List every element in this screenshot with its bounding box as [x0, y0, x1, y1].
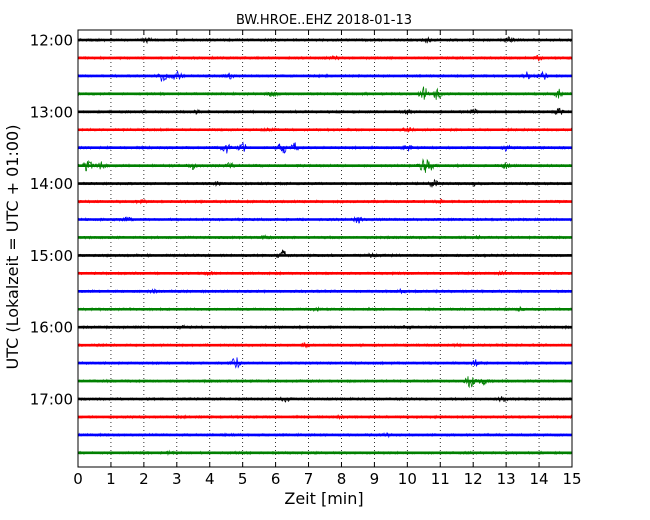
chart-title: BW.HROE..EHZ 2018-01-13 — [236, 13, 412, 28]
trace-signal — [77, 70, 573, 82]
trace-signal — [77, 35, 573, 45]
x-tick-label: 7 — [304, 470, 314, 488]
x-tick-label: 15 — [562, 470, 581, 488]
plot-frame — [77, 29, 573, 468]
trace-signal — [77, 216, 573, 224]
trace-signal — [77, 126, 573, 133]
trace-signal — [77, 158, 573, 173]
x-tick-label: 6 — [271, 470, 281, 488]
trace-signal — [77, 432, 572, 439]
trace-signal — [77, 107, 573, 116]
trace-signal — [77, 413, 573, 420]
trace-signal — [77, 141, 572, 154]
trace-signal — [77, 249, 572, 259]
trace-signal — [77, 287, 572, 295]
x-tick-label: 9 — [370, 470, 380, 488]
trace-signal — [77, 324, 572, 331]
x-tick-label: 4 — [205, 470, 215, 488]
x-tick-label: 8 — [337, 470, 347, 488]
axis-ticks: 0 1 2 3 4 5 6 7 8 9 10 11 12 13 14 1512:0013:0014:0015:… — [30, 30, 582, 488]
x-tick-label: 13 — [497, 470, 516, 488]
trace-signal — [77, 178, 573, 188]
trace-signal — [77, 376, 572, 389]
x-tick-label: 2 — [139, 470, 149, 488]
x-axis-label: Zeit [min] — [284, 489, 363, 508]
x-tick-label: 0 — [73, 470, 83, 488]
x-tick-label: 1 — [106, 470, 116, 488]
x-gridlines — [110, 30, 540, 467]
y-tick-label: 12:00 — [30, 32, 73, 50]
x-tick-label: 3 — [172, 470, 182, 488]
trace-group — [77, 35, 573, 456]
trace-signal — [77, 86, 572, 100]
trace-signal — [77, 55, 573, 62]
trace-signal — [77, 305, 572, 313]
trace-signal — [77, 396, 573, 403]
y-tick-label: 15:00 — [30, 247, 73, 265]
x-tick-label: 14 — [530, 470, 549, 488]
trace-signal — [77, 357, 572, 369]
x-tick-label: 11 — [431, 470, 450, 488]
y-axis-label: UTC (Lokalzeit = UTC + 01:00) — [3, 125, 22, 370]
x-tick-label: 10 — [398, 470, 417, 488]
y-tick-label: 13:00 — [30, 103, 73, 121]
y-tick-label: 14:00 — [30, 175, 73, 193]
trace-signal — [77, 342, 573, 349]
trace-signal — [77, 234, 572, 241]
y-tick-label: 16:00 — [30, 319, 73, 337]
y-tick-label: 17:00 — [30, 391, 73, 409]
trace-signal — [77, 198, 573, 205]
trace-signal — [77, 270, 573, 277]
x-tick-label: 12 — [464, 470, 483, 488]
trace-signal — [77, 449, 573, 456]
x-tick-label: 5 — [238, 470, 248, 488]
